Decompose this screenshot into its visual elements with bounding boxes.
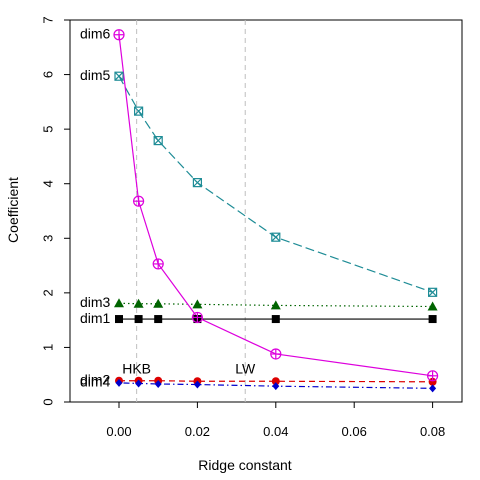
series-line-dim4 <box>118 382 433 389</box>
x-axis-title: Ridge constant <box>198 457 292 473</box>
data-point-dim6 <box>427 370 439 382</box>
data-point-dim4 <box>272 382 280 391</box>
data-point-dim3 <box>133 298 144 308</box>
series-line-dim3 <box>118 302 433 308</box>
y-tick-label: 3 <box>41 235 56 242</box>
x-tick-label: 0.02 <box>185 424 210 439</box>
series-labels: dim1 dim2 dim3 dim4 dim5 dim6 <box>80 25 111 389</box>
data-point-dim3 <box>153 298 164 308</box>
data-point-dim1 <box>134 315 143 324</box>
data-point-dim4 <box>135 379 143 388</box>
series-label-dim5: dim5 <box>80 67 111 83</box>
y-tick-label: 5 <box>41 126 56 133</box>
data-point-dim6 <box>133 195 145 207</box>
data-point-dim5 <box>153 136 163 146</box>
data-point-dim3 <box>270 300 281 310</box>
data-point-dim6 <box>113 29 125 41</box>
series-line-dim5 <box>118 75 433 293</box>
series-label-dim1: dim1 <box>80 310 111 326</box>
data-point-dim4 <box>154 379 162 388</box>
x-tick-label: 0.08 <box>420 424 445 439</box>
y-axis: 0 1 2 3 4 5 6 7 <box>41 16 70 406</box>
x-tick-label: 0.06 <box>342 424 367 439</box>
y-tick-label: 7 <box>41 16 56 23</box>
series-label-dim3: dim3 <box>80 294 111 310</box>
data-point-dim5 <box>192 178 202 188</box>
data-point-dim2 <box>271 377 280 386</box>
x-tick-label: 0.00 <box>106 424 131 439</box>
y-tick-label: 2 <box>41 289 56 296</box>
series-line-dim6 <box>118 34 433 377</box>
data-point-dim3 <box>427 301 438 311</box>
series-label-dim4: dim4 <box>80 374 111 390</box>
data-point-dim5 <box>428 287 438 297</box>
data-point-dim5 <box>271 232 281 242</box>
x-axis: 0.00 0.02 0.04 0.06 0.08 <box>106 402 445 439</box>
data-point-dim3 <box>114 298 124 308</box>
reference-lines: HKB LW <box>122 20 256 402</box>
y-tick-label: 6 <box>41 71 56 78</box>
series-label-dim6: dim6 <box>80 25 111 41</box>
x-tick-label: 0.04 <box>263 424 288 439</box>
data-point-dim5 <box>114 71 124 81</box>
y-axis-title: Coefficient <box>5 177 21 243</box>
data-point-dim6 <box>270 348 282 360</box>
data-point-dim1 <box>154 315 163 324</box>
y-tick-label: 4 <box>41 180 56 187</box>
data-point-dim4 <box>429 384 437 393</box>
series-line-dim2 <box>119 380 433 383</box>
data-point-dim4 <box>115 378 123 387</box>
data-point-dim1 <box>115 315 123 324</box>
plot-border <box>69 19 463 403</box>
data-point-dim6 <box>152 258 164 270</box>
data-point-dim5 <box>134 106 144 116</box>
data-point-dim1 <box>271 315 280 324</box>
data-point-dim3 <box>192 299 203 309</box>
y-tick-label: 1 <box>41 344 56 351</box>
reference-label-lw: LW <box>235 361 256 377</box>
data-point-dim6 <box>191 311 203 324</box>
data-point-dim4 <box>193 380 201 389</box>
series-label-dim2: dim2 <box>80 371 111 387</box>
plot-frame <box>69 19 463 403</box>
series-lines <box>118 34 433 389</box>
y-tick-label: 0 <box>41 398 56 405</box>
reference-label-hkb: HKB <box>122 361 151 377</box>
series-markers <box>113 29 439 393</box>
data-point-dim1 <box>428 315 437 324</box>
